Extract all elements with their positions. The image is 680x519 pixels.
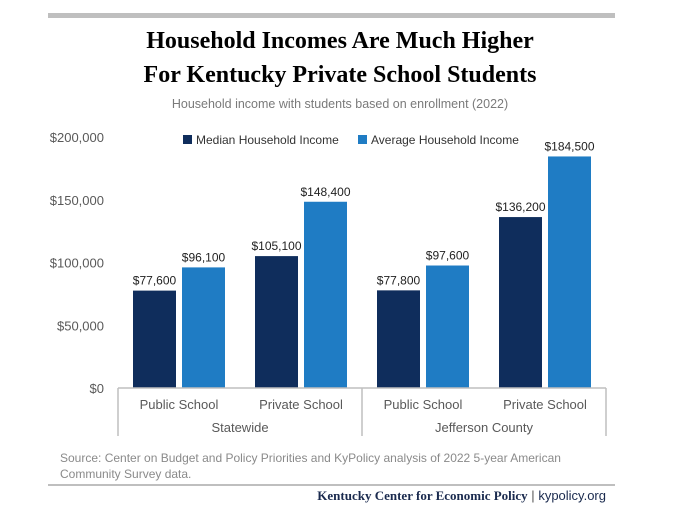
footer-credit: Kentucky Center for Economic Policy | ky… — [317, 488, 606, 504]
group-label: Jefferson County — [435, 420, 534, 435]
bar — [377, 290, 420, 388]
y-tick-label: $150,000 — [50, 193, 104, 208]
legend-swatch — [358, 135, 367, 144]
data-label: $148,400 — [300, 185, 350, 199]
bar — [499, 217, 542, 388]
x-tick-label: Private School — [259, 397, 343, 412]
data-label: $77,600 — [133, 274, 177, 288]
y-tick-label: $100,000 — [50, 256, 104, 271]
bar — [255, 256, 298, 388]
y-tick-label: $50,000 — [57, 318, 104, 333]
y-tick-label: $200,000 — [50, 130, 104, 145]
data-label: $184,500 — [544, 139, 594, 153]
bar — [133, 290, 176, 388]
data-label: $96,100 — [182, 250, 226, 264]
footer-site-link[interactable]: kypolicy.org — [538, 488, 606, 503]
data-label: $105,100 — [251, 239, 301, 253]
chart-title-line-1: Household Incomes Are Much Higher — [146, 28, 534, 54]
top-rule — [48, 13, 615, 18]
bar — [304, 201, 347, 388]
data-label: $77,800 — [377, 273, 421, 287]
bar — [182, 267, 225, 388]
data-label: $136,200 — [495, 200, 545, 214]
bar — [548, 156, 591, 388]
footer-separator: | — [531, 488, 535, 503]
chart-title-line-2: For Kentucky Private School Students — [143, 62, 537, 88]
bottom-rule — [48, 484, 615, 486]
x-tick-label: Public School — [140, 397, 219, 412]
footer-org: Kentucky Center for Economic Policy — [317, 488, 528, 503]
x-tick-label: Public School — [384, 397, 463, 412]
source-note: Source: Center on Budget and Policy Prio… — [60, 451, 561, 481]
chart-subtitle: Household income with students based on … — [171, 97, 509, 111]
data-label: $97,600 — [426, 249, 470, 263]
legend-label: Median Household Income — [196, 133, 339, 147]
bar-chart: $0 $50,000 $100,000 $150,000 $200,000 Median … — [50, 130, 607, 436]
legend-swatch — [183, 135, 192, 144]
x-tick-label: Private School — [503, 397, 587, 412]
legend-label: Average Household Income — [371, 133, 519, 147]
group-label: Statewide — [211, 420, 268, 435]
y-tick-label: $0 — [90, 381, 104, 396]
bar — [426, 265, 469, 388]
